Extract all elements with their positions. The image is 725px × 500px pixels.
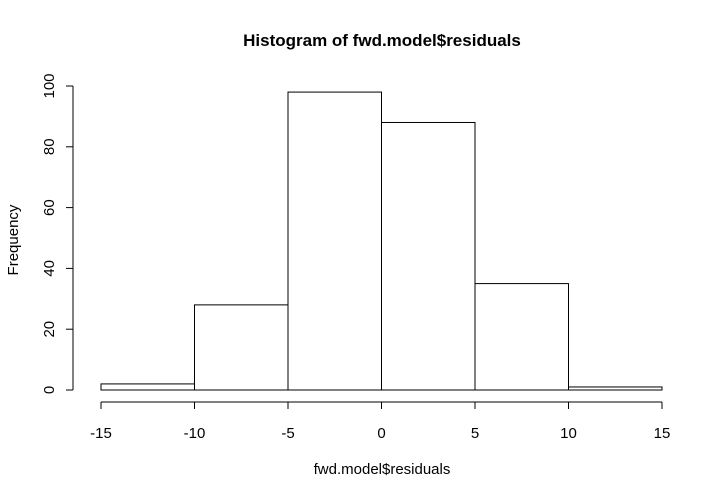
x-tick-label: 10 bbox=[560, 425, 577, 442]
y-tick-label: 60 bbox=[41, 199, 58, 216]
histogram-bar bbox=[194, 304, 289, 391]
x-tick-label: 0 bbox=[377, 425, 385, 442]
y-tick-label: 0 bbox=[41, 386, 58, 394]
y-tick-label: 40 bbox=[41, 260, 58, 277]
x-tick-label: 15 bbox=[654, 425, 671, 442]
x-tick-label: 5 bbox=[471, 425, 479, 442]
y-tick-label: 20 bbox=[41, 321, 58, 338]
y-tick-label: 80 bbox=[41, 138, 58, 155]
x-tick-label: -5 bbox=[281, 425, 294, 442]
histogram-bar bbox=[568, 386, 663, 391]
bars-group bbox=[100, 91, 663, 391]
x-tick-label: -10 bbox=[184, 425, 206, 442]
x-axis-label: fwd.model$residuals bbox=[314, 461, 451, 478]
y-axis-label: Frequency bbox=[5, 204, 22, 275]
histogram-bar bbox=[100, 383, 195, 391]
x-axis: -15 -10 -5 0 5 10 15 bbox=[90, 401, 671, 442]
y-axis: 0 20 40 60 80 100 bbox=[41, 73, 74, 394]
y-tick-label: 100 bbox=[41, 73, 58, 98]
histogram-bar bbox=[287, 91, 382, 391]
histogram-bar bbox=[381, 121, 476, 391]
histogram-bar bbox=[474, 283, 569, 391]
chart-title: Histogram of fwd.model$residuals bbox=[243, 31, 521, 50]
x-tick-label: -15 bbox=[90, 425, 112, 442]
